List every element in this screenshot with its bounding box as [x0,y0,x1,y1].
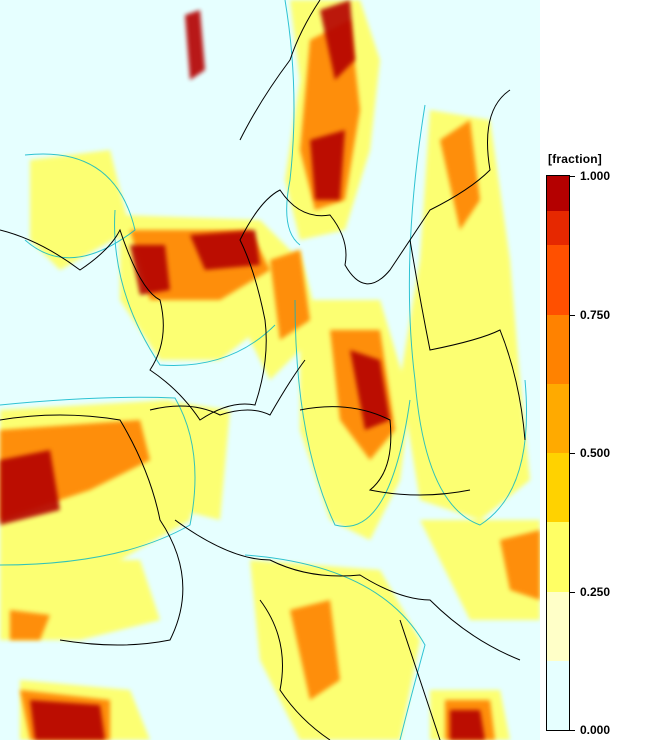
border-line-balkans [259,599,331,740]
legend-tick-mark [570,176,575,177]
map-panel [0,0,541,740]
legend-tick-label: 0.750 [580,307,611,322]
baltic-southern-coast [149,359,306,416]
legend-tick-label: 0.000 [580,723,611,737]
border-line-north [239,0,321,141]
coastlines-borders [0,0,526,740]
legend-swatch [547,591,569,661]
legend-tick-label: 0.250 [580,584,611,599]
border-line-east [409,239,526,441]
legend-swatch [547,245,569,315]
field-low-patches [0,0,540,740]
legend-swatch [547,314,569,384]
legend-tick-label: 1.000 [580,169,611,183]
legend-swatch [547,522,569,592]
field-high-patches [0,0,485,740]
legend-swatch [547,176,569,211]
legend-swatch [547,210,569,246]
border-line-south [174,519,521,661]
legend-swatch [547,453,569,523]
legend: [fraction] 1.000 0.750 0.500 0.250 0.000 [540,0,669,740]
legend-tick-mark [570,314,575,316]
border-line-southeast [399,619,441,740]
legend-tick-mark [570,591,575,593]
legend-color-bar [546,175,570,731]
border-line-central [299,406,471,496]
border-line-west [0,414,184,646]
scandinavian-coastline [0,89,511,421]
legend-tick-mark [570,730,575,731]
legend-tick-label: 0.500 [580,446,611,460]
legend-swatch [547,383,569,453]
legend-tick-mark [570,453,575,454]
fraction-field-map [0,0,540,740]
legend-unit-label: [fraction] [548,152,602,166]
legend-swatch [547,660,569,730]
contour-lines [0,0,528,740]
